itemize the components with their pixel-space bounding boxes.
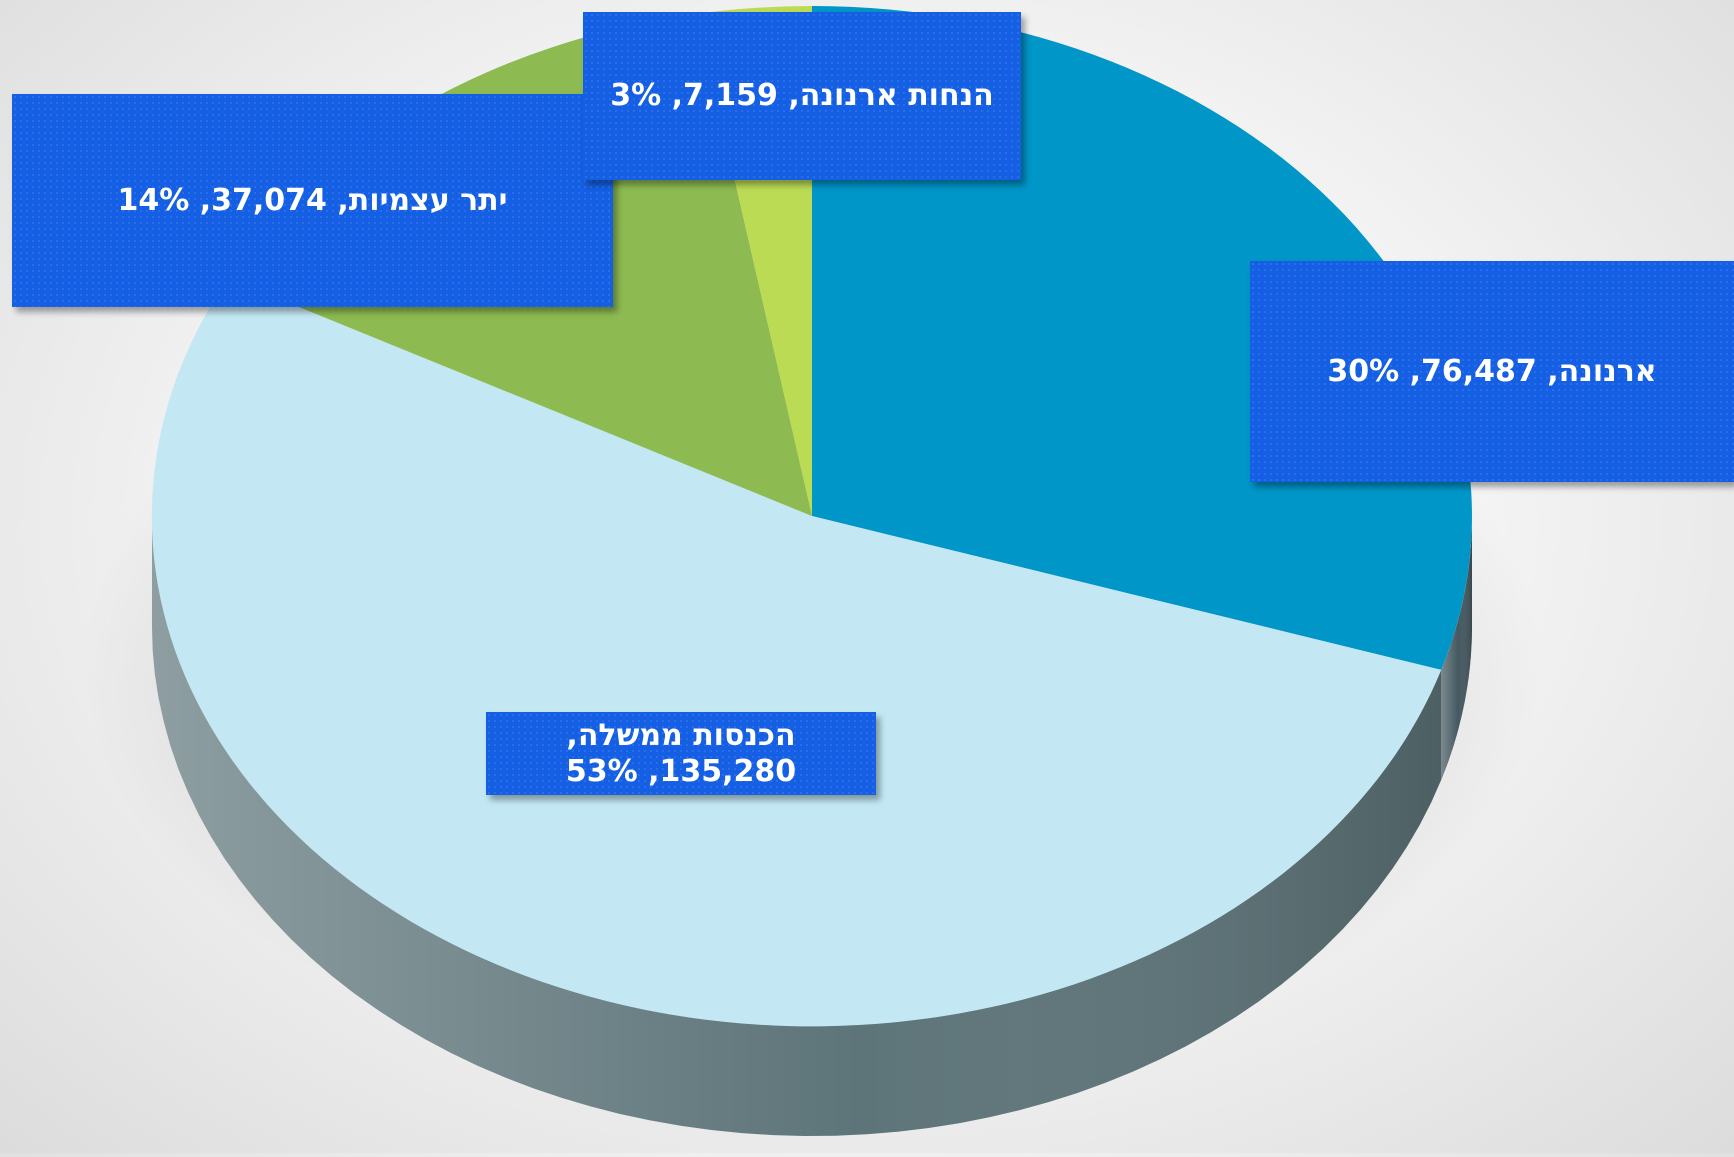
data-label-government-income-text: הכנסות ממשלה, 135,280, 53% xyxy=(565,717,797,789)
data-label-other-own-income-text: יתר עצמיות, 37,074, 14% xyxy=(117,182,508,218)
pie-slice-government-income xyxy=(151,278,1442,1027)
pie-side-shade-government-income xyxy=(152,516,1442,1136)
data-label-government-income: הכנסות ממשלה, 135,280, 53% xyxy=(486,712,876,795)
data-label-arnona-text: ארנונה, 76,487, 30% xyxy=(1327,353,1657,389)
data-label-arnona: ארנונה, 76,487, 30% xyxy=(1250,261,1734,482)
data-label-arnona-discounts-text: הנחות ארנונה, 7,159, 3% xyxy=(610,78,994,113)
pie-side-shade-arnona xyxy=(1441,516,1472,780)
data-label-arnona-discounts: הנחות ארנונה, 7,159, 3% xyxy=(583,12,1021,180)
data-label-other-own-income: יתר עצמיות, 37,074, 14% xyxy=(12,94,613,307)
